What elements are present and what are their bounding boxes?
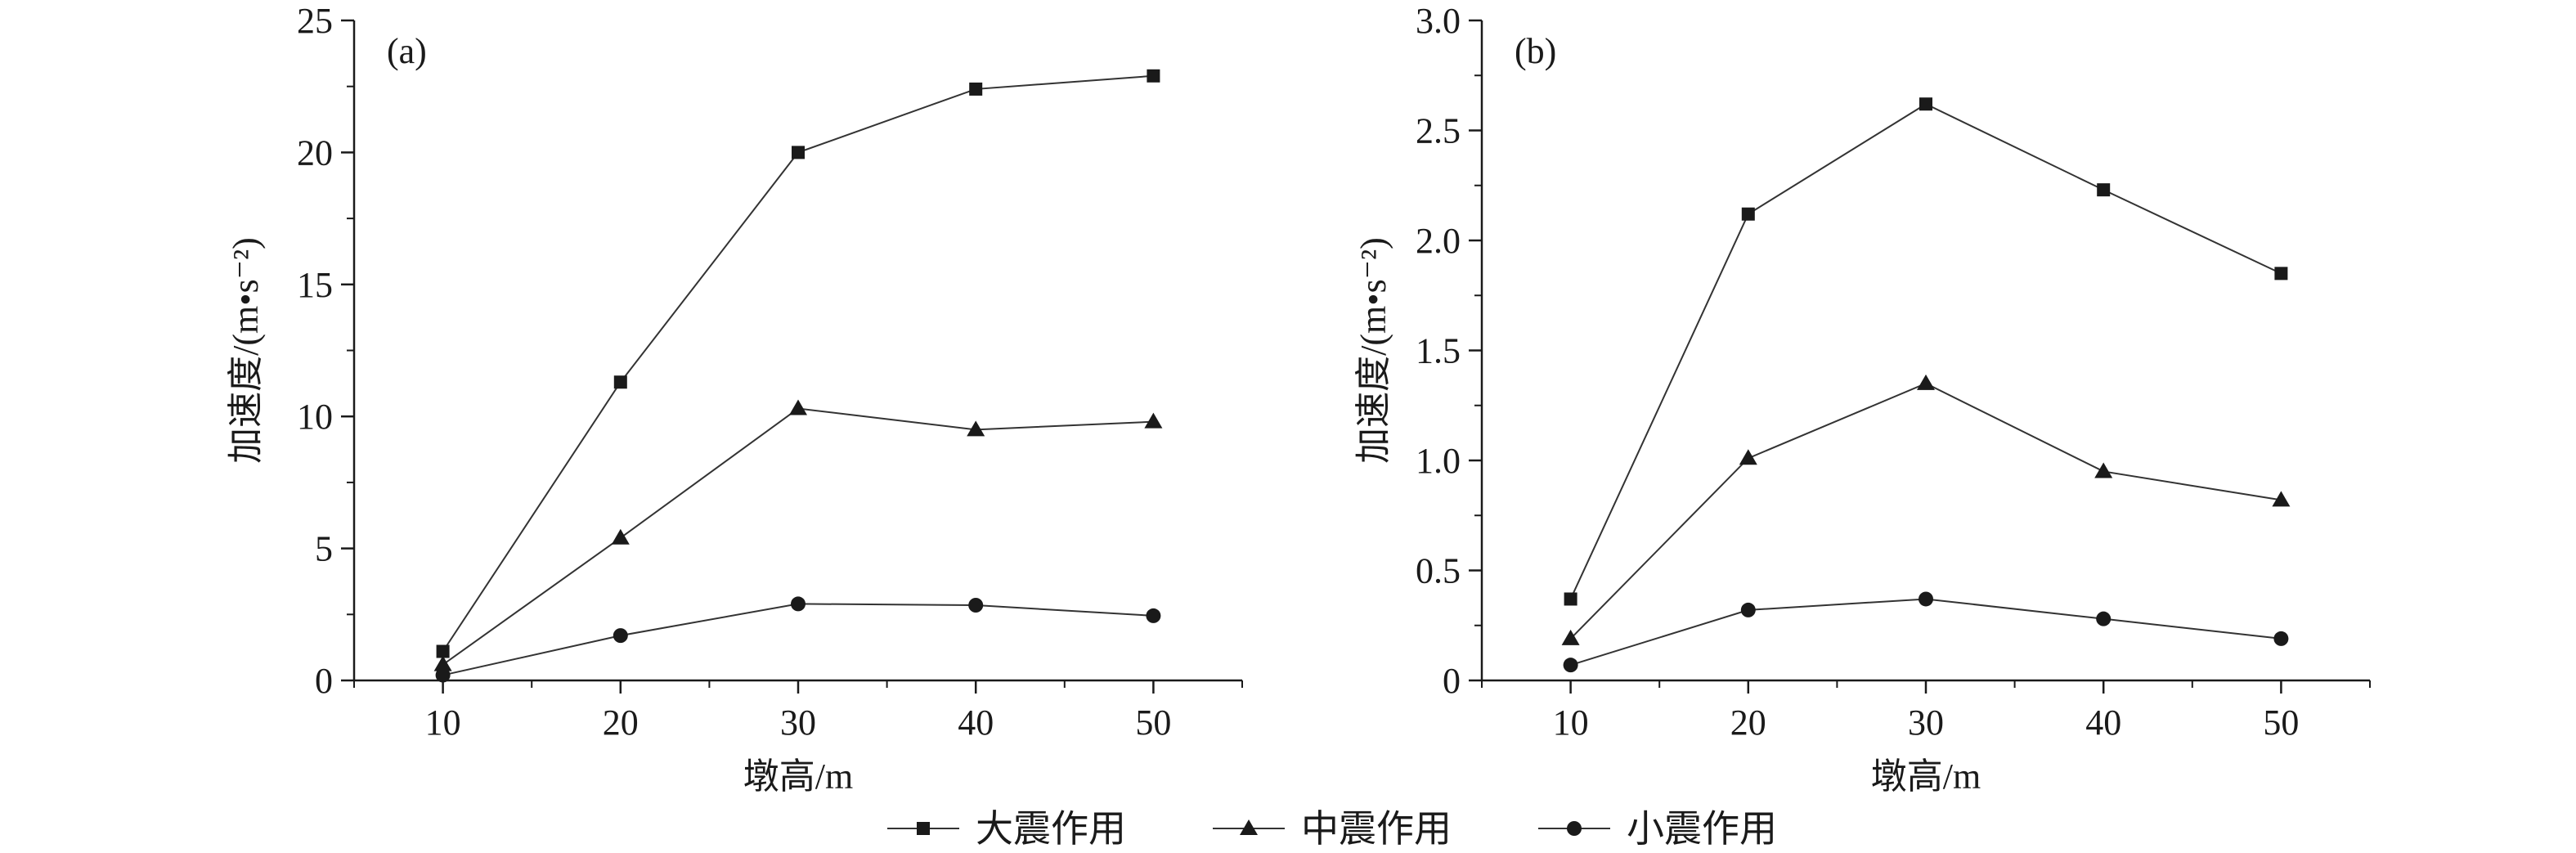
data-point: [2097, 183, 2111, 197]
legend-label: 小震作用: [1627, 808, 1777, 850]
panel-label: (b): [1515, 31, 1556, 71]
y-tick-label: 5: [315, 529, 333, 569]
data-point: [968, 598, 984, 613]
data-point: [2096, 611, 2112, 626]
y-tick-label: 25: [297, 1, 333, 41]
data-point: [1147, 69, 1160, 83]
data-point: [435, 667, 451, 683]
x-tick-label: 50: [2263, 703, 2299, 743]
x-axis-title: 墩高/m: [1871, 756, 1981, 797]
x-tick-label: 10: [1553, 703, 1589, 743]
x-tick-label: 10: [425, 703, 461, 743]
series-line: [442, 603, 1154, 676]
data-point: [1564, 592, 1577, 606]
data-point: [1919, 591, 1933, 607]
legend-item: 小震作用: [1538, 808, 1777, 850]
x-tick-label: 50: [1135, 703, 1171, 743]
x-axis-title: 墩高/m: [743, 756, 853, 797]
chart-panel-a: 0 5 10 15 20 25 10 20 30 40 50 (a) 墩高/m 加速度/(m•s⁻²): [226, 1, 1243, 797]
data-point: [1919, 97, 1932, 111]
data-point: [969, 82, 983, 96]
y-tick-label: 0: [1443, 661, 1461, 701]
x-tick-label: 30: [1908, 703, 1944, 743]
y-tick-label: 2.0: [1416, 221, 1461, 261]
data-point: [1917, 374, 1935, 390]
series-line: [442, 74, 1154, 653]
x-tick-label: 20: [603, 703, 639, 743]
series-circle: [1563, 591, 2289, 673]
series-line: [442, 407, 1154, 666]
panel-label: (a): [387, 31, 427, 71]
y-tick-label: 0.5: [1416, 551, 1461, 591]
x-tick-label: 40: [958, 703, 994, 743]
data-point: [2272, 491, 2291, 507]
legend-item: 大震作用: [887, 808, 1126, 850]
legend-label: 大震作用: [976, 808, 1126, 850]
legend-label: 中震作用: [1301, 808, 1452, 850]
series-triangle: [1561, 374, 2291, 645]
data-point: [613, 628, 628, 644]
series-circle: [435, 596, 1161, 683]
data-point: [2273, 631, 2289, 646]
legend-marker: [1240, 819, 1258, 835]
y-axis-title: 加速度/(m•s⁻²): [226, 237, 266, 464]
chart-panel-b: 0 0.5 1.0 1.5 2.0 2.5 3.0 10 20 30 40 50 (b) 墩高/m 加速度/…: [1353, 1, 2371, 797]
legend-marker: [1567, 821, 1582, 836]
data-point: [436, 644, 450, 658]
y-axis-title: 加速度/(m•s⁻²): [1353, 237, 1393, 464]
data-point: [1740, 602, 1756, 617]
legend-marker: [917, 822, 930, 835]
data-point: [1563, 658, 1578, 673]
series-line: [1569, 103, 2282, 599]
y-tick-label: 3.0: [1416, 1, 1461, 41]
legend: 大震作用 中震作用 小震作用: [887, 808, 1777, 850]
data-point: [792, 146, 805, 159]
data-point: [2094, 462, 2113, 478]
data-point: [2274, 267, 2288, 281]
y-tick-label: 1.0: [1416, 441, 1461, 481]
y-tick-label: 20: [297, 132, 333, 173]
data-point: [967, 420, 985, 437]
y-tick-label: 10: [297, 397, 333, 437]
data-point: [613, 375, 627, 389]
series-square: [1564, 97, 2288, 606]
data-point: [1144, 412, 1163, 429]
data-point: [1741, 207, 1755, 221]
y-tick-label: 15: [297, 265, 333, 305]
x-tick-label: 30: [780, 703, 816, 743]
series-triangle: [433, 399, 1163, 671]
y-tick-label: 0: [315, 661, 333, 701]
data-point: [1561, 629, 1580, 645]
series-line: [1570, 598, 2282, 667]
y-tick-label: 2.5: [1416, 111, 1461, 151]
y-tick-label: 1.5: [1416, 331, 1461, 371]
data-point: [433, 655, 452, 671]
legend-item: 中震作用: [1213, 808, 1452, 850]
data-point: [1739, 449, 1757, 465]
data-point: [789, 399, 807, 415]
data-point: [1146, 608, 1161, 623]
data-point: [791, 596, 806, 612]
data-point: [611, 528, 630, 545]
series-square: [436, 69, 1160, 658]
x-tick-label: 40: [2085, 703, 2121, 743]
x-tick-label: 20: [1730, 703, 1766, 743]
